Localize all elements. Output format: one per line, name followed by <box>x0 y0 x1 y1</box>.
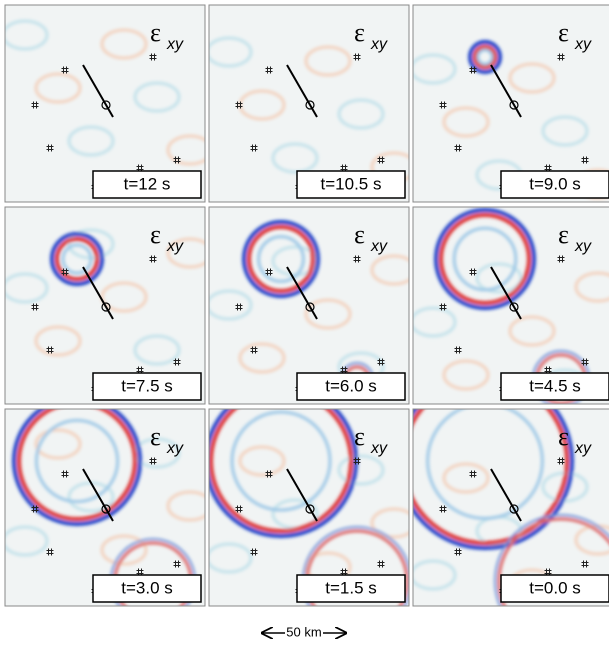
component-subscript: xy <box>166 440 184 457</box>
component-subscript: xy <box>370 238 388 255</box>
component-symbol: ε <box>354 220 365 249</box>
time-label: t=7.5 s <box>121 376 173 395</box>
time-label: t=0.0 s <box>529 578 581 597</box>
scale-bar-label: 50 km <box>286 624 321 639</box>
panel: εxy t=1.5 s <box>206 386 416 635</box>
component-subscript: xy <box>166 238 184 255</box>
component-symbol: ε <box>354 422 365 451</box>
component-symbol: ε <box>558 422 569 451</box>
component-subscript: xy <box>574 36 592 53</box>
panel: εxy t=0.0 s <box>398 374 609 647</box>
component-subscript: xy <box>574 440 592 457</box>
panel: εxy t=10.5 s <box>207 5 416 202</box>
component-symbol: ε <box>150 422 161 451</box>
time-label: t=10.5 s <box>321 174 382 193</box>
figure: εxyt=12 sεxyt=10.5 sεxyt=9.0 sεxyt=7.5 s… <box>0 0 609 648</box>
component-symbol: ε <box>558 18 569 47</box>
time-label: t=4.5 s <box>529 376 581 395</box>
time-label: t=3.0 s <box>121 578 173 597</box>
time-label: t=9.0 s <box>529 174 581 193</box>
panel: εxy t=12 s <box>3 5 212 202</box>
component-subscript: xy <box>574 238 592 255</box>
component-symbol: ε <box>150 18 161 47</box>
component-subscript: xy <box>370 440 388 457</box>
component-symbol: ε <box>150 220 161 249</box>
component-subscript: xy <box>370 36 388 53</box>
component-symbol: ε <box>558 220 569 249</box>
time-label: t=6.0 s <box>325 376 377 395</box>
time-label: t=12 s <box>124 174 171 193</box>
component-subscript: xy <box>166 36 184 53</box>
component-symbol: ε <box>354 18 365 47</box>
time-label: t=1.5 s <box>325 578 377 597</box>
panel-grid: εxyt=12 sεxyt=10.5 sεxyt=9.0 sεxyt=7.5 s… <box>3 5 609 647</box>
